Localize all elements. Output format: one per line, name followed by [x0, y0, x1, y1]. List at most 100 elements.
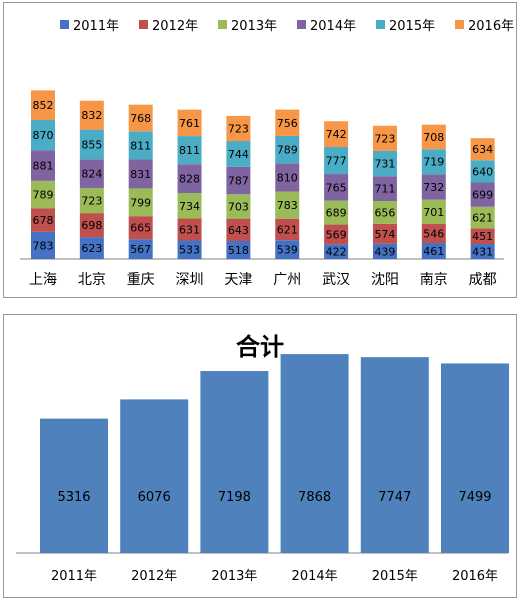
category-label: 北京 — [78, 272, 106, 288]
stacked-bar-segment — [421, 124, 446, 150]
stacked-bar-segment — [128, 216, 153, 240]
legend-item: 2014年 — [297, 15, 376, 34]
data-label: 870 — [33, 129, 54, 142]
stacked-chart-panel: 2011年 2012年 2013年 2014年 2015年 2016年 783 678 789… — [3, 2, 517, 298]
stacked-bar-segment — [31, 180, 55, 209]
legend-label: 2014年 — [310, 19, 357, 34]
stacked-bar-segment — [128, 104, 153, 132]
data-label: 787 — [228, 175, 249, 188]
stacked-bar-segment — [421, 199, 446, 225]
stacked-bar-segment — [470, 160, 495, 183]
stacked-bar-segment — [226, 166, 251, 195]
data-label: 708 — [423, 131, 444, 144]
stacked-bar-segment — [177, 193, 202, 219]
data-label: 824 — [81, 168, 102, 181]
legend-item: 2013年 — [218, 15, 297, 34]
data-label: 567 — [130, 243, 151, 256]
stacked-bar-segment — [226, 141, 251, 167]
stacked-bar-segment — [470, 138, 495, 161]
data-label: 539 — [277, 244, 298, 257]
data-label: 656 — [374, 206, 395, 219]
data-label: 777 — [326, 155, 347, 168]
stacked-bar-segment — [79, 100, 104, 130]
data-label: 461 — [423, 245, 444, 258]
legend-swatch — [455, 20, 464, 29]
data-label: 789 — [277, 144, 298, 157]
stacked-bar-segment — [324, 174, 349, 201]
stacked-bar-segment — [177, 109, 202, 137]
data-label: 810 — [277, 171, 298, 184]
data-label: 451 — [472, 230, 493, 243]
total-bar — [280, 354, 349, 553]
stacked-bar-segment — [324, 244, 349, 259]
stacked-bar-segment — [128, 239, 153, 259]
data-label: 634 — [472, 143, 493, 156]
stacked-bar-segment — [275, 163, 300, 192]
stacked-bar-segment — [470, 228, 495, 245]
data-label: 698 — [81, 219, 102, 232]
stacked-bar-segment — [470, 182, 495, 207]
data-label: 621 — [472, 212, 493, 225]
stacked-bar-segment — [128, 131, 153, 160]
data-label: 732 — [423, 181, 444, 194]
data-label: 623 — [81, 242, 102, 255]
stacked-bar-segment — [421, 174, 446, 200]
category-label: 2014年 — [292, 569, 338, 584]
category-label: 广州 — [273, 272, 301, 288]
stacked-bar-segment — [177, 164, 202, 194]
legend-label: 2015年 — [389, 19, 436, 34]
stacked-bar-segment — [128, 159, 153, 189]
data-label: 742 — [326, 128, 347, 141]
stacked-bar-segment — [324, 224, 349, 245]
stacked-bar-segment — [275, 191, 300, 219]
data-label: 701 — [423, 206, 444, 219]
chart-title: 合计 — [236, 333, 284, 361]
stacked-bar-segment — [79, 159, 104, 188]
category-label: 2012年 — [131, 569, 177, 584]
stacked-bar-segment — [421, 242, 446, 259]
data-label: 811 — [130, 139, 151, 152]
data-label: 6076 — [138, 490, 171, 505]
category-label: 重庆 — [127, 272, 155, 288]
data-label: 699 — [472, 189, 493, 202]
stacked-bar-segment — [275, 109, 300, 136]
total-bar — [120, 399, 189, 553]
data-label: 689 — [326, 207, 347, 220]
data-label: 678 — [33, 214, 54, 227]
legend: 2011年 2012年 2013年 2014年 2015年 2016年 — [60, 15, 522, 34]
data-label: 756 — [277, 117, 298, 130]
category-label: 成都 — [469, 272, 497, 288]
total-bar — [441, 363, 509, 553]
stacked-bar-segment — [226, 194, 251, 219]
stacked-bar-segment — [79, 129, 104, 160]
legend-swatch — [60, 20, 69, 29]
legend-swatch — [376, 20, 385, 29]
data-label: 640 — [472, 165, 493, 178]
legend-item: 2015年 — [376, 15, 455, 34]
data-label: 723 — [81, 195, 102, 208]
legend-label: 2013年 — [231, 19, 278, 34]
data-label: 422 — [326, 246, 347, 259]
data-label: 574 — [374, 228, 395, 241]
data-label: 832 — [81, 109, 102, 122]
data-label: 7198 — [218, 490, 251, 505]
legend-item: 2012年 — [139, 15, 218, 34]
category-label: 武汉 — [322, 272, 350, 288]
category-label: 2013年 — [211, 569, 257, 584]
stacked-bar-segment — [372, 125, 397, 151]
legend-label: 2016年 — [468, 19, 515, 34]
data-label: 518 — [228, 244, 249, 257]
data-label: 621 — [277, 223, 298, 236]
data-label: 5316 — [57, 490, 90, 505]
data-label: 719 — [423, 156, 444, 169]
category-label: 沈阳 — [371, 272, 399, 288]
data-label: 789 — [33, 189, 54, 202]
legend-swatch — [297, 20, 306, 29]
stacked-bar-segment — [31, 231, 55, 259]
data-label: 799 — [130, 196, 151, 209]
data-label: 855 — [81, 138, 102, 151]
total-bar-chart: 5316 2011年 6076 2012年 7198 2013年 7868 2014年 7747… — [16, 354, 509, 584]
data-label: 703 — [228, 200, 249, 213]
data-label: 569 — [326, 228, 347, 241]
stacked-bar-segment — [470, 244, 495, 259]
